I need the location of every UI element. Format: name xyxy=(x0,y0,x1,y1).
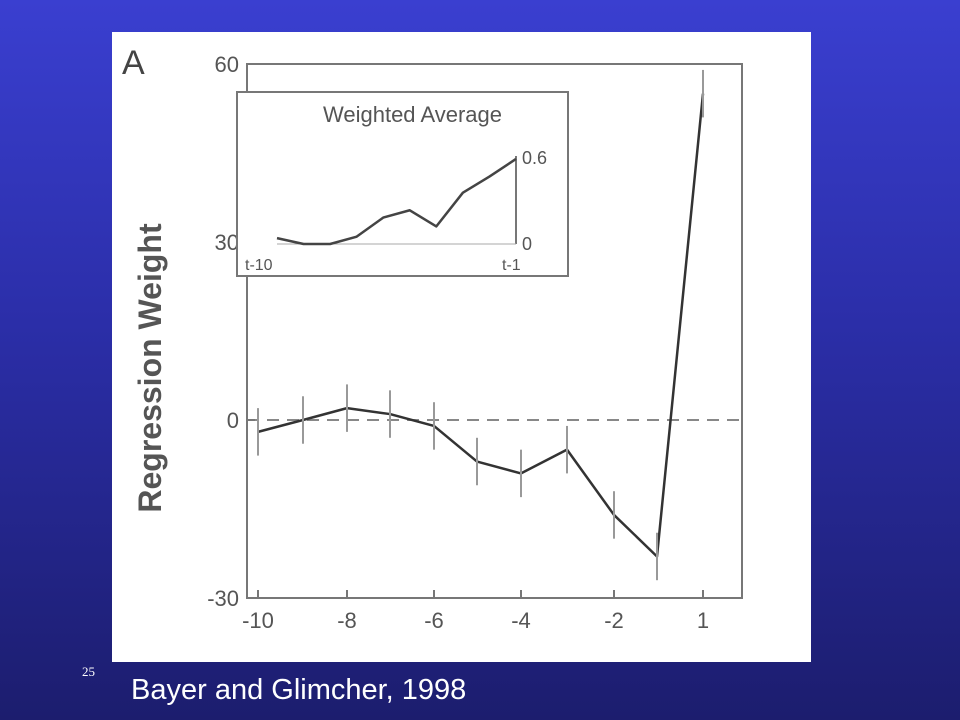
inset-y-tick-label: 0.6 xyxy=(522,148,547,168)
y-tick-label: 0 xyxy=(227,408,239,433)
x-tick-label: 1 xyxy=(697,608,709,633)
panel-label: A xyxy=(122,44,145,82)
plot-frame xyxy=(246,63,743,599)
slide-number: 25 xyxy=(82,664,95,679)
inset-x-tick-label: t-1 xyxy=(502,257,521,274)
weighted-average-line xyxy=(276,157,517,246)
y-tick-label: -30 xyxy=(207,586,239,611)
y-tick-label: 60 xyxy=(215,52,239,77)
regression-chart: -30 0 30 60 -10 -8 -6 -4 -2 1 Weighted Average 0.6… xyxy=(122,44,743,633)
figure: -30 0 30 60 -10 -8 -6 -4 -2 1 Weighted Average 0.6… xyxy=(112,32,811,662)
x-tick-label: -8 xyxy=(337,608,357,633)
y-axis-label: Regression Weight xyxy=(132,223,168,513)
x-tick-label: -2 xyxy=(604,608,624,633)
inset-frame xyxy=(236,91,569,277)
inset-y-tick-label: 0 xyxy=(522,234,532,254)
citation-caption: Bayer and Glimcher, 1998 xyxy=(131,674,467,706)
inset-title: Weighted Average xyxy=(323,102,502,127)
x-tick-label: -6 xyxy=(424,608,444,633)
inset-x-tick-label: t-10 xyxy=(245,257,273,274)
x-tick-label: -4 xyxy=(511,608,531,633)
y-tick-label: 30 xyxy=(215,230,239,255)
x-tick-label: -10 xyxy=(242,608,274,633)
